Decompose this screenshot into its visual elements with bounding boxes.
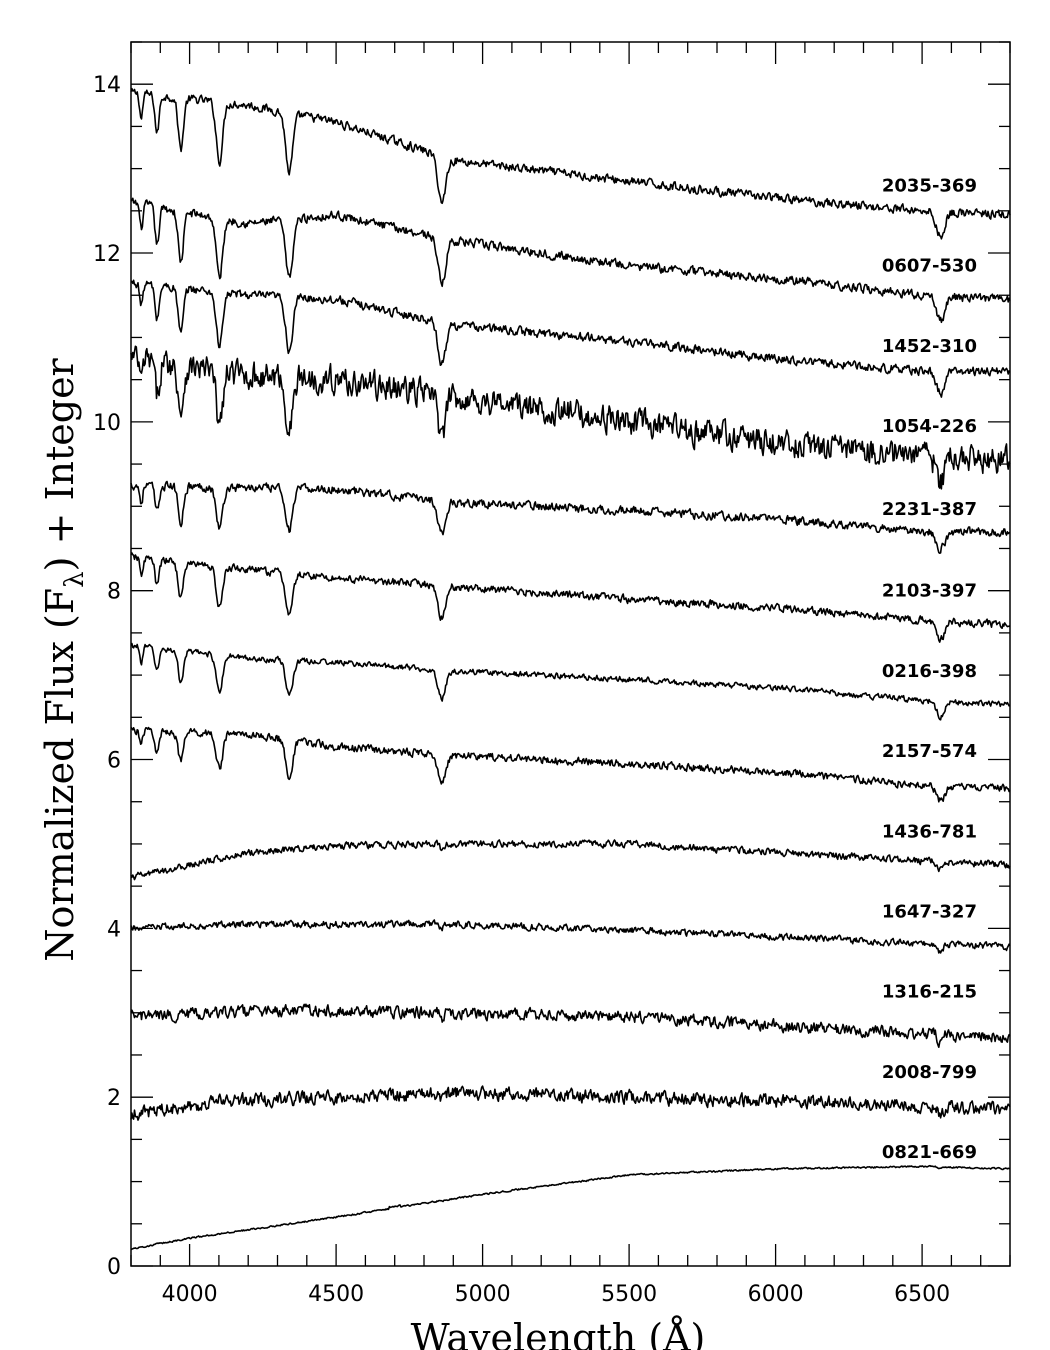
series-label: 0821-669 bbox=[882, 1142, 977, 1163]
y-tick-label: 0 bbox=[107, 1255, 121, 1280]
series-label: 1054-226 bbox=[882, 416, 977, 437]
series-label: 2157-574 bbox=[882, 741, 977, 762]
x-tick-label: 6000 bbox=[748, 1282, 804, 1307]
spectrum-line bbox=[130, 480, 1011, 554]
axis-ticks bbox=[130, 41, 1011, 1267]
spectrum-line bbox=[130, 1085, 1011, 1121]
y-tick-label: 4 bbox=[107, 917, 121, 942]
spectra-group bbox=[130, 87, 1011, 1251]
x-tick-label: 6500 bbox=[894, 1282, 950, 1307]
spectrum-line bbox=[130, 642, 1011, 721]
y-tick-label: 10 bbox=[93, 411, 121, 436]
series-label: 1452-310 bbox=[882, 336, 977, 357]
spectrum-line bbox=[130, 197, 1011, 324]
series-label: 1647-327 bbox=[882, 901, 977, 922]
y-axis-title: Normalized Flux (Fλ) + Integer bbox=[38, 357, 90, 961]
spectrum-line bbox=[130, 1003, 1011, 1048]
y-tick-label: 2 bbox=[107, 1086, 121, 1111]
plot-frame bbox=[130, 41, 1011, 1267]
spectrum-line bbox=[130, 87, 1011, 240]
y-tick-label: 14 bbox=[93, 73, 121, 98]
x-tick-label: 5500 bbox=[601, 1282, 657, 1307]
x-tick-label: 4500 bbox=[308, 1282, 364, 1307]
spectrum-line bbox=[130, 279, 1011, 398]
spectrum-line bbox=[130, 345, 1011, 490]
y-tick-label: 12 bbox=[93, 242, 121, 267]
spectrum-line bbox=[130, 919, 1011, 954]
tick-labels: 4000 4500 5000 5500 6000 6500 0 2 4 6 8 10 12 14 bbox=[93, 73, 950, 1307]
spectrum-line bbox=[130, 1164, 1010, 1251]
series-labels: 2035-369 0607-530 1452-310 1054-226 2231-387… bbox=[882, 176, 977, 1164]
y-axis-subscript: λ bbox=[60, 571, 90, 587]
spectrum-line bbox=[130, 839, 1011, 881]
spectrum-line bbox=[130, 552, 1011, 643]
series-label: 1436-781 bbox=[882, 821, 977, 842]
series-label: 1316-215 bbox=[882, 982, 977, 1003]
y-tick-label: 8 bbox=[107, 580, 121, 605]
series-label: 0216-398 bbox=[882, 661, 977, 682]
series-label: 2035-369 bbox=[882, 176, 977, 197]
series-label: 2008-799 bbox=[882, 1062, 977, 1083]
y-tick-label: 6 bbox=[107, 749, 121, 774]
series-label: 0607-530 bbox=[882, 256, 977, 277]
x-tick-label: 4000 bbox=[162, 1282, 218, 1307]
x-axis-title: Wavelength (Å) bbox=[411, 1316, 706, 1350]
series-label: 2231-387 bbox=[882, 499, 977, 520]
x-tick-label: 5000 bbox=[455, 1282, 511, 1307]
series-label: 2103-397 bbox=[882, 581, 977, 602]
spectrum-line bbox=[130, 726, 1011, 803]
